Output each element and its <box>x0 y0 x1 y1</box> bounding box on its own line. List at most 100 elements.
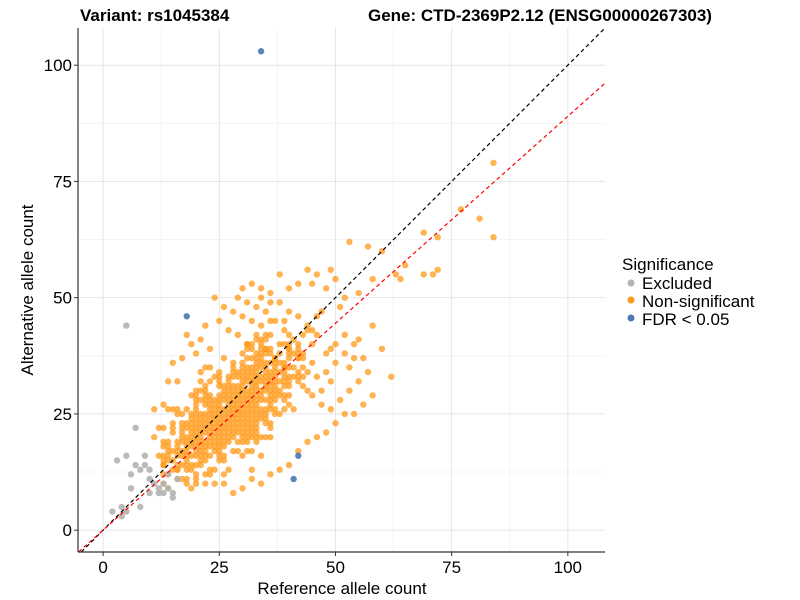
point-non-significant <box>248 475 256 483</box>
point-non-significant <box>304 387 311 394</box>
point-non-significant <box>225 396 232 404</box>
point-non-significant <box>197 387 204 394</box>
point-non-significant <box>401 261 409 269</box>
point-non-significant <box>160 471 167 478</box>
point-excluded <box>132 424 139 432</box>
point-non-significant <box>248 447 256 455</box>
point-non-significant <box>281 392 288 399</box>
point-non-significant <box>188 424 195 432</box>
point-non-significant <box>206 471 214 478</box>
point-non-significant <box>188 452 195 459</box>
point-non-significant <box>220 396 228 404</box>
point-non-significant <box>299 373 307 380</box>
point-non-significant <box>355 289 362 297</box>
point-non-significant <box>239 313 246 320</box>
point-non-significant <box>243 429 251 436</box>
point-non-significant <box>243 368 251 376</box>
point-non-significant <box>429 271 437 278</box>
point-non-significant <box>364 368 372 376</box>
y-tick-label: 100 <box>44 56 72 75</box>
point-non-significant <box>211 480 218 487</box>
point-non-significant <box>257 340 265 348</box>
point-non-significant <box>220 392 228 399</box>
point-non-significant <box>239 392 246 399</box>
point-non-significant <box>253 336 260 343</box>
point-non-significant <box>332 340 339 348</box>
point-non-significant <box>369 392 376 399</box>
legend-label-non-significant: Non-significant <box>642 292 755 311</box>
point-non-significant <box>197 420 204 427</box>
point-non-significant <box>230 489 237 497</box>
point-non-significant <box>243 438 251 446</box>
point-non-significant <box>248 429 256 436</box>
point-non-significant <box>197 461 204 469</box>
point-excluded <box>141 461 149 469</box>
point-non-significant <box>239 373 246 380</box>
point-non-significant <box>304 266 311 273</box>
point-non-significant <box>239 382 246 390</box>
legend-label-excluded: Excluded <box>642 274 712 293</box>
point-non-significant <box>197 410 204 418</box>
point-non-significant <box>202 443 209 450</box>
point-non-significant <box>230 429 237 436</box>
point-non-significant <box>234 373 242 380</box>
reference-line-fit <box>78 82 606 553</box>
point-non-significant <box>230 359 237 366</box>
point-non-significant <box>178 424 186 432</box>
point-excluded <box>109 508 116 515</box>
point-non-significant <box>378 345 386 353</box>
point-non-significant <box>257 336 265 343</box>
point-non-significant <box>257 364 265 371</box>
point-non-significant <box>295 368 302 376</box>
point-non-significant <box>313 331 321 339</box>
point-non-significant <box>243 378 251 385</box>
point-non-significant <box>257 392 265 399</box>
point-non-significant <box>230 401 237 408</box>
point-non-significant <box>164 406 172 413</box>
point-non-significant <box>239 429 246 436</box>
point-non-significant <box>346 364 353 371</box>
point-non-significant <box>299 331 307 339</box>
point-non-significant <box>188 429 195 436</box>
point-non-significant <box>257 322 265 329</box>
point-non-significant <box>243 433 251 441</box>
point-non-significant <box>355 336 362 343</box>
point-non-significant <box>253 438 260 446</box>
point-non-significant <box>225 466 232 473</box>
point-non-significant <box>211 443 218 450</box>
point-non-significant <box>206 345 214 353</box>
point-non-significant <box>202 452 209 459</box>
point-non-significant <box>281 396 288 404</box>
point-non-significant <box>257 350 265 357</box>
point-non-significant <box>169 429 177 436</box>
point-non-significant <box>192 415 200 422</box>
point-excluded <box>146 489 153 497</box>
point-non-significant <box>299 350 307 357</box>
point-non-significant <box>234 368 242 376</box>
point-non-significant <box>262 410 269 418</box>
point-non-significant <box>360 354 367 362</box>
point-non-significant <box>253 359 260 366</box>
point-non-significant <box>234 424 242 432</box>
point-non-significant <box>262 368 269 376</box>
point-non-significant <box>281 327 288 334</box>
point-excluded <box>113 457 121 464</box>
point-non-significant <box>230 433 237 441</box>
chart-title-variant: Variant: rs1045384 <box>80 6 230 25</box>
point-non-significant <box>225 420 232 427</box>
point-non-significant <box>160 457 167 464</box>
point-non-significant <box>271 382 279 390</box>
point-non-significant <box>220 457 228 464</box>
point-non-significant <box>211 433 218 441</box>
point-non-significant <box>271 368 279 376</box>
point-non-significant <box>262 415 269 422</box>
point-non-significant <box>253 420 260 427</box>
point-non-significant <box>183 406 190 413</box>
point-non-significant <box>160 424 167 432</box>
point-non-significant <box>271 317 279 325</box>
point-non-significant <box>211 406 218 413</box>
point-non-significant <box>299 382 307 390</box>
point-non-significant <box>225 392 232 399</box>
point-excluded <box>174 475 181 483</box>
point-non-significant <box>220 480 228 487</box>
